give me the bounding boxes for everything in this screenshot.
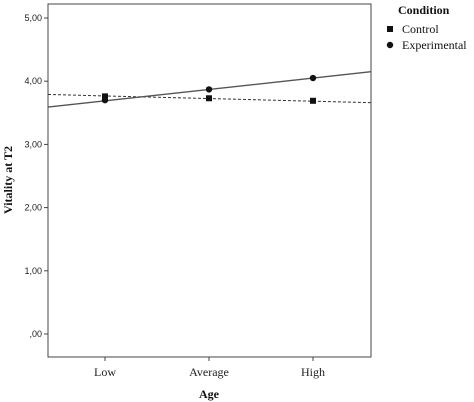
y-tick-label: 1,00: [24, 266, 42, 276]
legend-label-control: Control: [402, 22, 439, 36]
y-axis-title: Vitality at T2: [1, 146, 15, 214]
legend-title: Condition: [398, 3, 450, 17]
point-experimental: [205, 86, 213, 93]
point-experimental: [101, 96, 109, 104]
plot-frame: [47, 3, 372, 358]
x-axis-ticks: Low Average High: [94, 357, 325, 379]
y-axis-ticks: ,00 1,00 2,00 3,00 4,00 5,00: [24, 13, 48, 339]
x-tick-label: High: [301, 365, 325, 379]
y-tick-label: 4,00: [24, 76, 42, 86]
point-experimental: [309, 74, 317, 82]
y-tick-label: ,00: [29, 329, 42, 339]
data-markers: [101, 74, 317, 104]
y-tick-label: 2,00: [24, 203, 42, 213]
point-control: [310, 97, 316, 104]
legend-label-experimental: Experimental: [402, 38, 467, 52]
point-control: [206, 95, 212, 102]
y-tick-label: 3,00: [24, 139, 42, 149]
point-control: [102, 93, 108, 100]
x-tick-label: Low: [94, 365, 116, 379]
y-tick-label: 5,00: [24, 13, 42, 23]
x-axis-title: Age: [199, 387, 220, 401]
legend-circle-marker-icon: [386, 41, 394, 49]
legend-square-marker-icon: [387, 26, 393, 32]
legend: Condition Control Experimental: [386, 3, 467, 52]
x-tick-label: Average: [189, 365, 229, 379]
